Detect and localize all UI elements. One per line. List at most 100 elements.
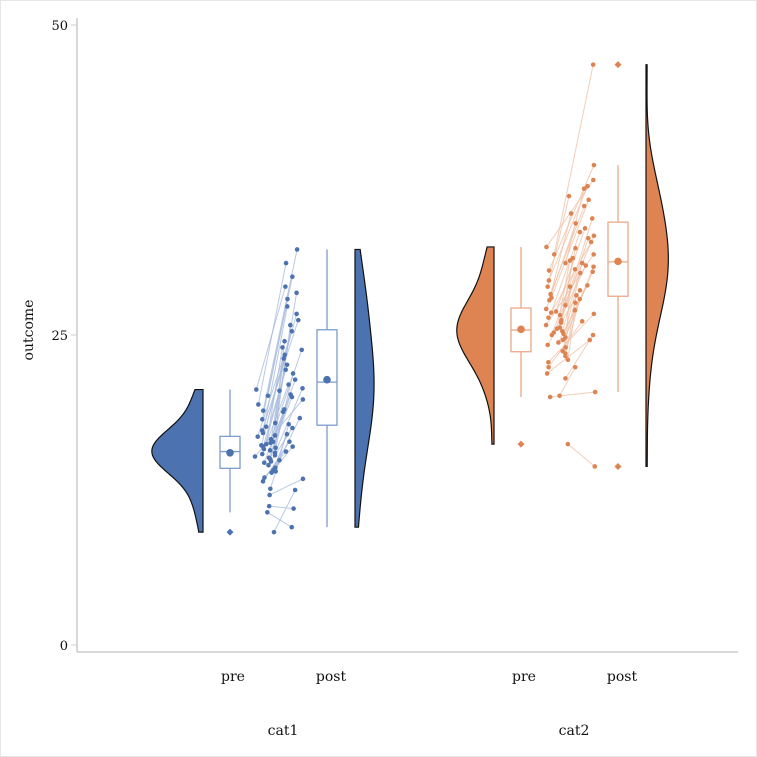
point-post	[280, 345, 285, 350]
point-post	[579, 260, 585, 266]
point-post	[574, 293, 579, 298]
pair-line	[268, 396, 293, 458]
point-post	[573, 300, 578, 306]
point-post	[287, 439, 292, 444]
pair-line	[269, 505, 294, 510]
point-post	[286, 421, 292, 427]
axes: outcome	[21, 18, 738, 653]
point-post	[568, 211, 574, 216]
point-post	[582, 226, 588, 231]
point-post	[290, 371, 296, 376]
point-post	[292, 377, 298, 382]
category-label: cat2	[559, 723, 590, 739]
point-post	[566, 193, 572, 199]
y-tick-label: 0	[60, 639, 68, 654]
point-pre	[554, 326, 560, 332]
point-pre	[563, 302, 568, 308]
point-post	[588, 239, 594, 245]
pair-line	[550, 231, 581, 313]
pair-line	[550, 205, 585, 295]
point-pre	[546, 268, 552, 273]
point-pre	[563, 351, 568, 356]
point-post	[591, 177, 596, 183]
point-post	[587, 337, 593, 343]
point-pre	[549, 295, 554, 301]
point-pre	[256, 402, 261, 407]
mean-marker-pre	[517, 325, 525, 334]
point-pre	[267, 448, 273, 453]
point-pre	[268, 436, 274, 442]
point-post	[591, 162, 597, 168]
point-post	[283, 284, 288, 289]
point-pre	[545, 342, 551, 348]
point-pre	[546, 315, 551, 320]
point-post	[281, 407, 287, 412]
point-post	[572, 266, 578, 272]
pair-line	[274, 325, 291, 436]
point-pre	[260, 430, 266, 436]
pair-line	[548, 313, 595, 363]
violin-pre	[456, 246, 495, 445]
point-pre	[272, 433, 278, 438]
y-tick-label: 25	[51, 329, 68, 344]
point-post	[297, 415, 303, 421]
point-post	[578, 270, 583, 276]
pair-line	[267, 511, 292, 528]
point-post	[290, 444, 295, 449]
point-pre	[543, 306, 549, 312]
point-pre	[556, 340, 561, 345]
point-pre	[259, 451, 265, 457]
violin-post	[354, 248, 375, 528]
pair-line	[274, 388, 303, 453]
point-post	[581, 203, 587, 209]
point-post	[281, 356, 286, 361]
point-pre	[563, 345, 568, 350]
pair-line	[559, 235, 595, 316]
point-post	[277, 457, 282, 463]
point-pre	[557, 312, 563, 318]
outlier-marker-post	[614, 462, 622, 470]
point-post	[300, 397, 306, 402]
mean-marker-post	[323, 375, 331, 384]
point-post	[591, 264, 596, 270]
point-post	[579, 319, 585, 324]
pair-line	[564, 218, 593, 306]
pair-line	[565, 266, 594, 338]
point-post	[294, 290, 299, 296]
point-post	[277, 388, 282, 394]
point-post	[585, 283, 590, 288]
point-pre	[543, 322, 549, 328]
point-pre	[563, 376, 568, 381]
point-pre	[565, 357, 571, 363]
point-post	[283, 449, 289, 454]
pair-line	[550, 199, 590, 298]
pair-line	[551, 269, 576, 336]
point-pre	[544, 244, 549, 250]
pair-line	[553, 64, 594, 255]
point-post	[585, 183, 590, 189]
point-post	[572, 364, 578, 370]
point-post	[289, 328, 295, 334]
point-post	[282, 338, 287, 344]
point-pre	[266, 462, 271, 468]
point-pre	[265, 510, 270, 515]
point-pre	[255, 434, 261, 439]
point-post	[284, 431, 290, 437]
pair-line	[547, 196, 570, 287]
pair-line	[564, 298, 581, 354]
point-pre	[546, 359, 551, 365]
point-post	[290, 425, 295, 431]
point-post	[577, 288, 583, 293]
point-post	[590, 269, 595, 275]
point-post	[282, 352, 288, 358]
point-pre	[261, 446, 267, 452]
y-tick-label: 50	[51, 19, 68, 34]
point-pre	[273, 469, 278, 474]
point-post	[290, 274, 295, 280]
point-pre	[545, 284, 550, 289]
point-pre	[253, 387, 259, 392]
point-post	[283, 260, 289, 266]
point-pre	[268, 440, 273, 446]
point-post	[284, 304, 290, 309]
